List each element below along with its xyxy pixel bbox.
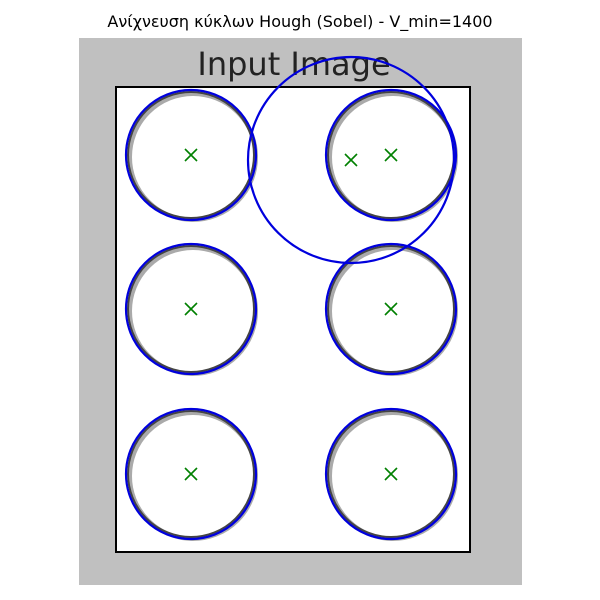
x-marker-icon	[384, 302, 398, 316]
ring-outline	[327, 410, 455, 538]
detected-circle	[324, 242, 458, 376]
detected-circles	[124, 55, 458, 541]
x-marker-icon	[184, 467, 198, 481]
image-paper	[115, 86, 471, 553]
ring-outline	[127, 410, 255, 538]
detected-circle	[246, 55, 456, 265]
image-heading: Input Image	[197, 45, 390, 83]
x-marker-icon	[184, 148, 198, 162]
detected-circle	[124, 88, 258, 222]
ring-outline	[127, 91, 255, 219]
detected-circle	[324, 407, 458, 541]
center-markers	[184, 148, 398, 481]
x-marker-icon	[384, 467, 398, 481]
x-marker-icon	[384, 148, 398, 162]
x-marker-icon	[184, 302, 198, 316]
detected-circle	[124, 242, 258, 376]
figure-title: Ανίχνευση κύκλων Hough (Sobel) - V_min=1…	[107, 12, 493, 31]
ring-outline	[327, 245, 455, 373]
detected-circle	[324, 88, 458, 222]
ring-outline	[127, 245, 255, 373]
x-marker-icon	[344, 153, 358, 167]
detected-circle	[124, 407, 258, 541]
